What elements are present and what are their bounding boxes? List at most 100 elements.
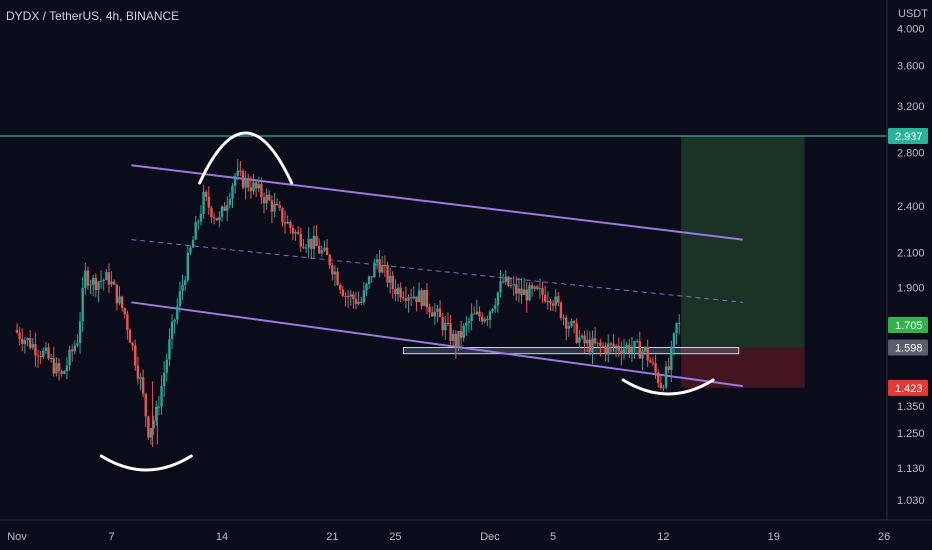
- candle-body: [672, 333, 676, 347]
- rounded-bottom-arc-recent: [621, 378, 715, 396]
- y-tick-label: 4.000: [897, 24, 925, 36]
- candle-body: [323, 247, 326, 251]
- candle-body: [141, 377, 145, 394]
- candle-body: [583, 335, 586, 344]
- x-tick-label: 12: [657, 531, 669, 543]
- candle-body: [530, 285, 534, 289]
- candle-body: [415, 296, 418, 303]
- candle-body: [662, 387, 665, 389]
- candle-body: [215, 218, 218, 221]
- candle-body: [23, 340, 27, 344]
- candle-body: [402, 297, 405, 299]
- candle-body: [341, 289, 345, 296]
- candle-body: [593, 338, 597, 344]
- x-tick-label: 5: [550, 531, 556, 543]
- candle-body: [554, 296, 557, 306]
- candle-body: [425, 289, 429, 307]
- candle-body: [512, 284, 515, 286]
- candle-body: [262, 197, 266, 204]
- candle-body: [178, 291, 182, 307]
- candle-body: [475, 311, 479, 315]
- candle-body: [331, 265, 334, 275]
- candle-body: [42, 350, 45, 358]
- candle-body: [399, 287, 402, 298]
- candle-body: [678, 322, 681, 324]
- candle-body: [333, 271, 337, 275]
- candle-body: [346, 296, 350, 298]
- candle-body: [55, 363, 58, 374]
- candle-body: [236, 170, 239, 176]
- candle-body: [388, 275, 392, 283]
- candle-body: [386, 265, 389, 283]
- candle-body: [470, 313, 473, 322]
- x-tick-label: Dec: [480, 531, 500, 543]
- y-tick-label: 1.130: [897, 463, 925, 475]
- rounded-bottom-arc: [99, 454, 193, 472]
- candle-body: [370, 276, 373, 278]
- candle-body: [265, 194, 268, 204]
- candle-body: [86, 270, 90, 286]
- y-tick-label: 1.030: [897, 495, 925, 507]
- candle-body: [115, 284, 119, 304]
- price-tag-label: 1.423: [895, 383, 923, 395]
- candle-body: [44, 347, 48, 351]
- candle-body: [147, 416, 150, 438]
- candle-body: [310, 238, 313, 249]
- candle-body: [572, 321, 576, 324]
- candle-body: [601, 345, 605, 347]
- candle-body: [176, 306, 179, 320]
- candle-body: [110, 281, 113, 285]
- chart-title: DYDX / TetherUS, 4h, BINANCE: [6, 9, 180, 23]
- candle-body: [26, 338, 29, 341]
- x-tick-label: 19: [768, 531, 780, 543]
- candle-body: [244, 178, 247, 188]
- candle-body: [580, 335, 584, 338]
- candle-body: [118, 296, 121, 304]
- candle-body: [283, 222, 287, 224]
- candle-body: [155, 406, 158, 421]
- candle-body: [565, 317, 568, 329]
- candle-body: [191, 239, 195, 248]
- candle-body: [515, 284, 518, 294]
- candle-body: [317, 245, 321, 254]
- candle-body: [667, 366, 670, 370]
- candle-body: [404, 298, 408, 301]
- candle-body: [480, 316, 484, 322]
- candle-body: [134, 345, 137, 366]
- candle-body: [517, 288, 521, 294]
- candle-body: [252, 182, 255, 192]
- candle-body: [423, 289, 426, 307]
- candle-body: [486, 319, 489, 321]
- candle-body: [488, 311, 492, 320]
- candle-body: [457, 330, 460, 348]
- candle-body: [622, 348, 626, 355]
- price-tag-target: [888, 128, 928, 144]
- candle-body: [412, 296, 415, 299]
- candle-body: [139, 377, 142, 379]
- candle-body: [596, 342, 599, 344]
- candle-body: [278, 205, 281, 208]
- candle-body: [444, 323, 447, 331]
- y-tick-label: 3.600: [897, 60, 925, 72]
- candle-body: [312, 235, 316, 249]
- candle-body: [465, 322, 468, 326]
- candle-body: [381, 265, 384, 273]
- candle-body: [165, 359, 168, 373]
- candle-body: [467, 321, 471, 323]
- candle-body: [459, 330, 463, 338]
- candle-body: [656, 372, 660, 383]
- candle-body: [39, 356, 42, 358]
- candle-body: [136, 365, 140, 379]
- candle-body: [325, 247, 329, 256]
- candle-body: [362, 290, 366, 303]
- candle-body: [375, 259, 379, 263]
- candle-body: [391, 275, 394, 289]
- candle-body: [160, 386, 163, 407]
- candle-body: [70, 349, 74, 352]
- candle-body: [454, 333, 458, 348]
- candle-body: [304, 247, 308, 249]
- candle-body: [344, 295, 347, 297]
- candle-body: [349, 294, 352, 297]
- candle-body: [417, 290, 421, 303]
